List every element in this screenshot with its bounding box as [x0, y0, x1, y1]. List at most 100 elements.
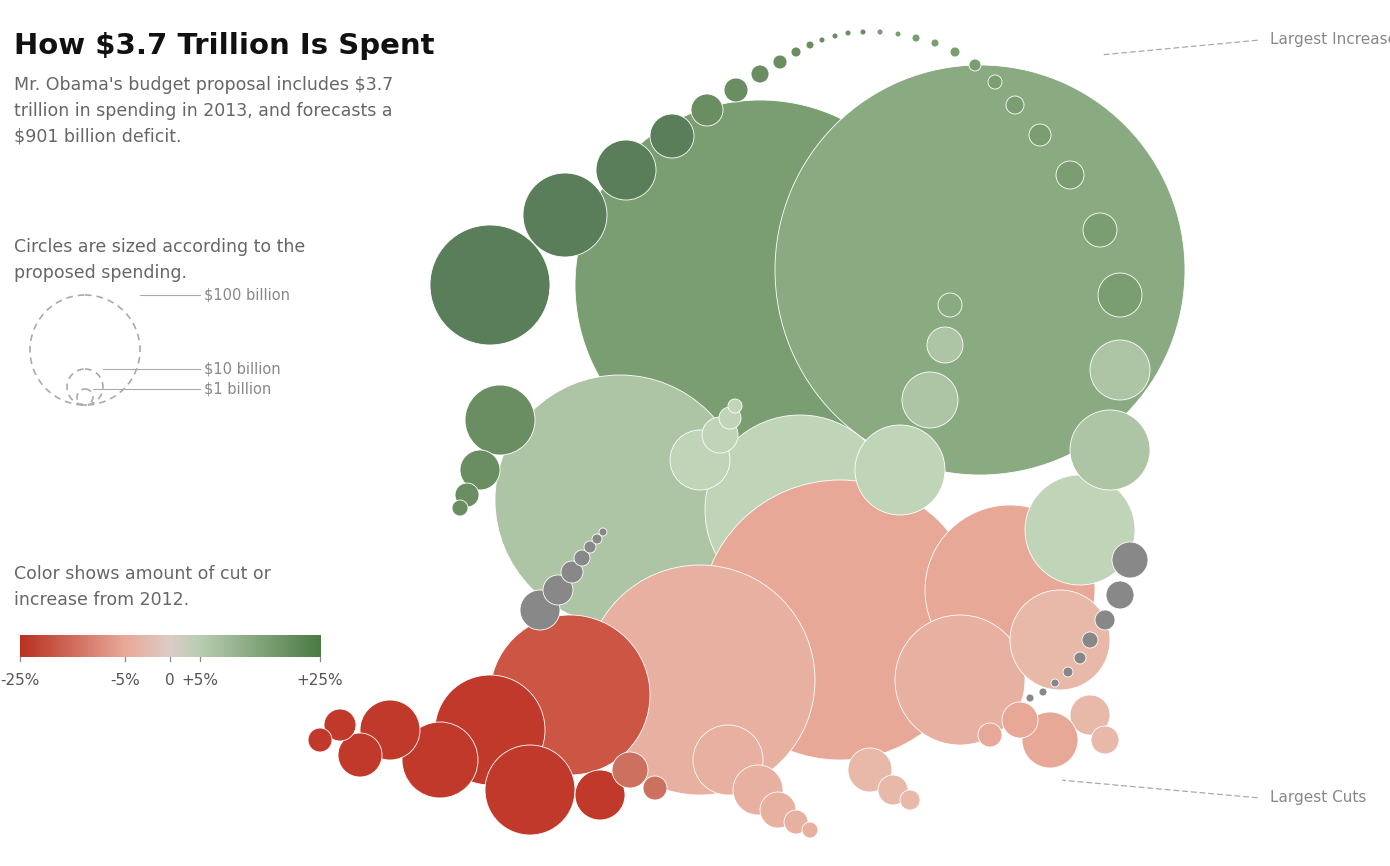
Bar — [24, 635, 25, 657]
Text: $100 billion: $100 billion — [204, 288, 291, 302]
Bar — [282, 635, 284, 657]
Bar — [90, 635, 93, 657]
Bar — [317, 635, 318, 657]
Bar — [31, 635, 32, 657]
Bar — [61, 635, 63, 657]
Bar — [93, 635, 95, 657]
Text: -25%: -25% — [0, 673, 40, 688]
Bar — [142, 635, 143, 657]
Text: $1 billion: $1 billion — [204, 382, 271, 397]
Circle shape — [1051, 679, 1059, 687]
Bar — [118, 635, 120, 657]
Bar — [108, 635, 110, 657]
Bar — [149, 635, 150, 657]
Circle shape — [694, 725, 763, 795]
Bar — [193, 635, 195, 657]
Bar — [202, 635, 203, 657]
Bar — [220, 635, 221, 657]
Circle shape — [485, 745, 575, 835]
Text: -5%: -5% — [110, 673, 140, 688]
Bar — [227, 635, 228, 657]
Bar — [121, 635, 122, 657]
Circle shape — [575, 770, 626, 820]
Bar — [158, 635, 160, 657]
Bar — [179, 635, 182, 657]
Bar — [310, 635, 311, 657]
Bar — [147, 635, 149, 657]
Bar — [47, 635, 49, 657]
Bar — [234, 635, 235, 657]
Bar — [261, 635, 264, 657]
Bar — [165, 635, 168, 657]
Bar — [156, 635, 157, 657]
Bar — [131, 635, 132, 657]
Bar — [278, 635, 279, 657]
Bar — [316, 635, 317, 657]
Bar — [132, 635, 133, 657]
Circle shape — [520, 590, 560, 630]
Bar — [217, 635, 218, 657]
Bar — [295, 635, 296, 657]
Bar — [140, 635, 142, 657]
Bar — [306, 635, 307, 657]
Circle shape — [938, 293, 962, 317]
Bar — [210, 635, 211, 657]
Bar — [89, 635, 90, 657]
Circle shape — [691, 94, 723, 126]
Bar — [114, 635, 115, 657]
Bar — [63, 635, 64, 657]
Bar — [263, 635, 264, 657]
Bar — [202, 635, 203, 657]
Circle shape — [833, 33, 838, 39]
Bar — [279, 635, 281, 657]
Bar — [96, 635, 97, 657]
Bar — [267, 635, 268, 657]
Bar — [44, 635, 46, 657]
Bar — [21, 635, 22, 657]
Bar — [158, 635, 160, 657]
Circle shape — [773, 55, 787, 69]
Bar — [231, 635, 232, 657]
Bar — [192, 635, 193, 657]
Bar — [286, 635, 288, 657]
Circle shape — [848, 748, 892, 792]
Text: How $3.7 Trillion Is Spent: How $3.7 Trillion Is Spent — [14, 32, 435, 60]
Bar — [152, 635, 153, 657]
Circle shape — [592, 534, 602, 544]
Text: Largest Increases: Largest Increases — [1270, 32, 1390, 47]
Circle shape — [845, 30, 851, 36]
Circle shape — [819, 37, 826, 43]
Bar — [103, 635, 104, 657]
Text: $10 billion: $10 billion — [204, 361, 281, 377]
Bar — [76, 635, 78, 657]
Bar — [311, 635, 313, 657]
Bar — [242, 635, 243, 657]
Circle shape — [791, 47, 801, 57]
Circle shape — [1070, 695, 1111, 735]
Bar — [28, 635, 29, 657]
Bar — [160, 635, 161, 657]
Circle shape — [1026, 694, 1034, 702]
Bar — [90, 635, 92, 657]
Bar — [279, 635, 282, 657]
Bar — [25, 635, 26, 657]
Bar — [83, 635, 85, 657]
Bar — [314, 635, 316, 657]
Bar — [120, 635, 121, 657]
Bar — [171, 635, 172, 657]
Bar — [240, 635, 242, 657]
Bar — [60, 635, 61, 657]
Bar — [195, 635, 196, 657]
Circle shape — [1083, 213, 1118, 247]
Circle shape — [784, 810, 808, 834]
Bar — [197, 635, 199, 657]
Bar — [170, 635, 171, 657]
Bar — [74, 635, 75, 657]
Circle shape — [860, 29, 866, 35]
Circle shape — [949, 47, 960, 57]
Bar — [261, 635, 263, 657]
Bar — [284, 635, 285, 657]
Bar — [156, 635, 157, 657]
Bar — [79, 635, 81, 657]
Circle shape — [924, 505, 1095, 675]
